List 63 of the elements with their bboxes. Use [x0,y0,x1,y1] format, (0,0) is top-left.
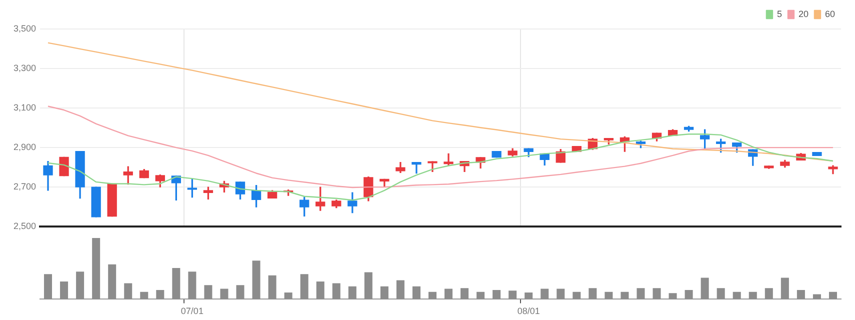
bar [268,275,276,300]
bar [828,292,837,300]
y-tick-label: 3,500 [13,23,36,34]
bar [220,288,228,300]
bar [476,292,485,300]
bar [796,290,805,300]
bar [348,286,356,300]
legend-label: 5 [776,8,782,19]
bar [204,285,212,300]
bar [652,288,661,300]
bar [188,272,196,300]
bar [524,292,533,300]
bar [636,288,645,300]
candlestick [444,153,454,166]
legend-label: 20 [798,8,808,19]
x-tick-label: 07/01 [180,306,204,316]
bar [252,260,260,300]
bar [748,292,757,300]
bar [92,238,100,300]
bar [508,290,517,300]
bar [764,288,773,300]
bar [380,286,388,300]
y-tick-label: 3,300 [13,63,36,74]
bar [44,274,52,300]
bar [316,281,324,300]
bar [684,290,693,300]
bar [76,272,84,300]
bar [412,286,420,300]
bar [780,278,789,300]
bar [716,288,725,300]
y-tick-label: 2,500 [13,221,36,232]
bar [620,292,629,300]
bar [284,292,292,300]
bar [396,280,404,300]
bar [60,281,68,300]
bar [556,288,565,300]
legend-label: 60 [824,8,836,19]
bar [124,283,132,300]
bar [236,285,244,300]
bar [572,292,581,300]
bar [668,293,677,300]
y-tick-label: 2,700 [13,182,36,192]
x-tick-label: 08/01 [517,306,540,316]
bar [332,283,340,300]
bar [604,292,613,300]
bar [140,292,148,300]
bar [108,264,116,300]
bar [700,278,709,300]
bar [460,288,469,300]
candlestick [412,162,422,174]
bar [540,288,549,300]
y-tick-label: 2,900 [13,142,36,152]
bar [428,292,436,300]
bar [172,268,180,300]
bar [492,290,501,300]
bar [588,288,597,300]
bar [812,294,821,300]
bar [732,292,741,300]
bar [300,274,308,300]
y-tick-label: 3,100 [13,102,36,113]
bar [444,288,453,300]
bar [364,272,372,300]
bar [156,290,164,300]
